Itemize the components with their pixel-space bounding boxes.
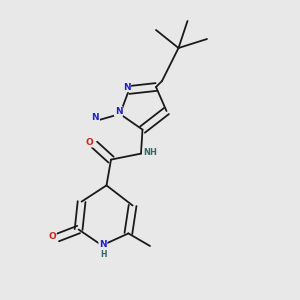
- Text: N: N: [92, 113, 99, 122]
- Text: O: O: [48, 232, 56, 241]
- Text: NH: NH: [143, 148, 157, 157]
- Text: N: N: [99, 240, 107, 249]
- Text: H: H: [100, 250, 107, 259]
- Text: N: N: [123, 82, 130, 91]
- Text: N: N: [115, 107, 122, 116]
- Text: O: O: [85, 138, 93, 147]
